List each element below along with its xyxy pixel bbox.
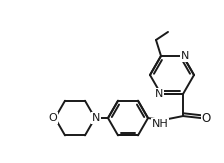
Text: N: N (155, 89, 163, 99)
Text: O: O (49, 113, 57, 123)
Text: N: N (181, 51, 189, 61)
Text: NH: NH (152, 119, 168, 129)
Text: N: N (92, 113, 100, 123)
Text: O: O (201, 111, 211, 125)
